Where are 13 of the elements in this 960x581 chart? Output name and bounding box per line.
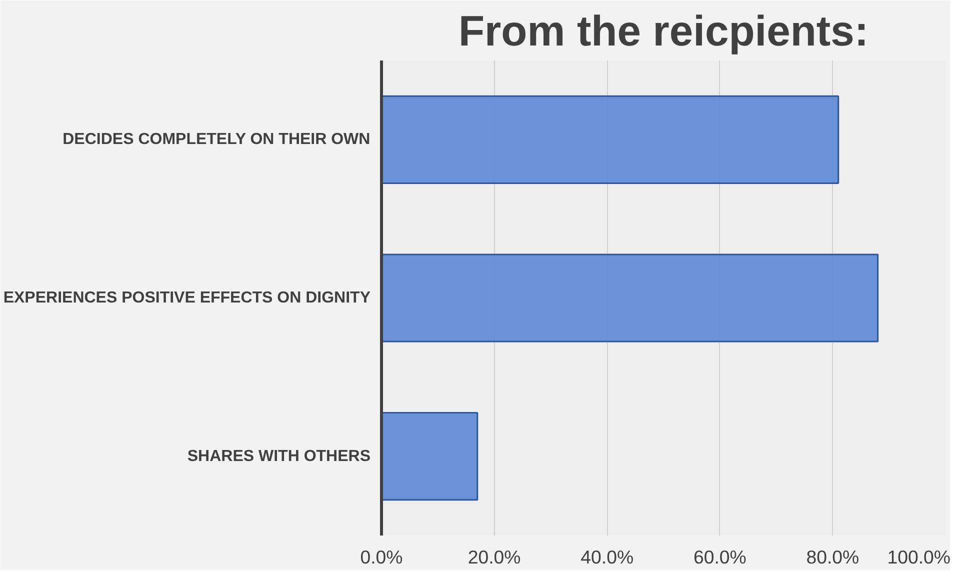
bar bbox=[382, 254, 879, 342]
x-tick-label: 100.0% bbox=[887, 546, 951, 568]
bar bbox=[382, 95, 840, 184]
x-tick-label: 60.0% bbox=[693, 546, 746, 568]
bar bbox=[382, 412, 478, 501]
y-tick-label: DECIDES COMPLETELY ON THEIR OWN bbox=[62, 131, 370, 148]
x-tick-label: 80.0% bbox=[806, 546, 860, 568]
x-tick-label: 20.0% bbox=[468, 546, 521, 568]
chart-title: From the reicpients: bbox=[458, 8, 869, 56]
y-tick-label: SHARES WITH OTHERS bbox=[187, 448, 371, 465]
y-tick-label: EXPERIENCES POSITIVE EFFECTS ON DIGNITY bbox=[3, 290, 371, 306]
x-tick-label: 40.0% bbox=[580, 546, 634, 568]
x-tick-label: 0.0% bbox=[360, 546, 403, 568]
